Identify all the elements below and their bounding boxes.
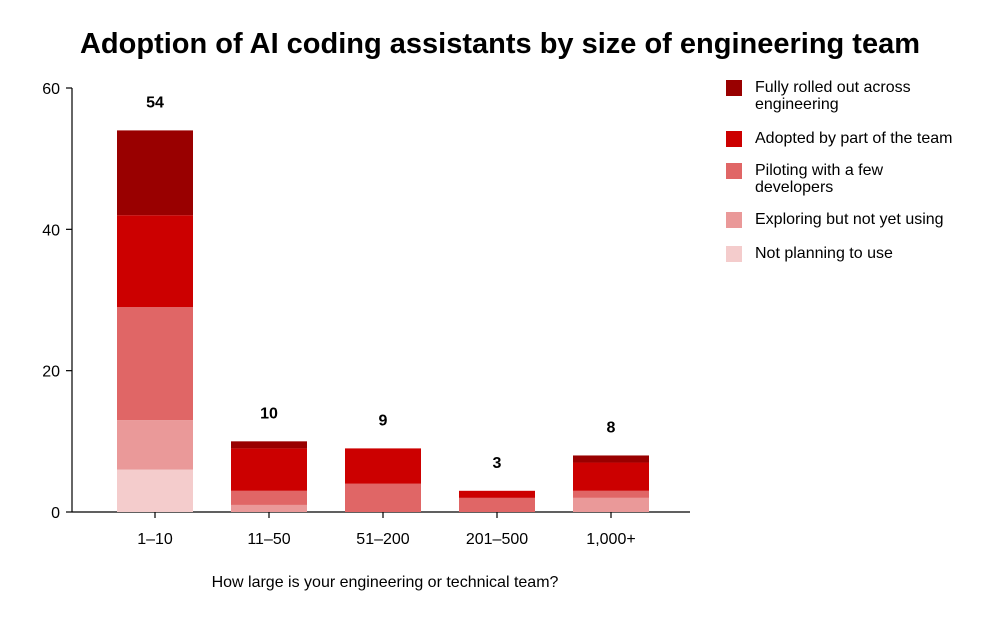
y-tick-label: 40 — [42, 222, 60, 239]
bar-segment — [573, 490, 649, 498]
bar-segment — [117, 420, 193, 470]
legend-label: developers — [755, 179, 833, 196]
legend-label: Piloting with a few — [755, 162, 884, 179]
bar-segment — [345, 448, 421, 484]
legend-swatch — [726, 80, 742, 96]
chart-bars — [117, 130, 649, 512]
legend-item: Not planning to use — [726, 245, 893, 262]
bar-total-label: 54 — [146, 94, 164, 111]
x-tick-label: 201–500 — [466, 531, 528, 548]
legend-swatch — [726, 131, 742, 147]
legend-swatch — [726, 212, 742, 228]
legend-label: Adopted by part of the team — [755, 130, 952, 147]
legend-swatch — [726, 163, 742, 179]
legend-label: Exploring but not yet using — [755, 211, 944, 228]
bar-total-label: 8 — [607, 419, 616, 436]
bar-total-label: 10 — [260, 405, 278, 422]
chart-title: Adoption of AI coding assistants by size… — [80, 28, 920, 60]
legend-swatch — [726, 246, 742, 262]
y-tick-label: 20 — [42, 364, 60, 381]
bar-total-label: 3 — [493, 455, 502, 472]
bar-segment — [573, 497, 649, 512]
chart-labels: 1–10 54 11–50 10 51–200 9 201–500 3 1,000+ 8 — [137, 94, 635, 548]
x-tick-label: 51–200 — [356, 531, 409, 548]
bar-segment — [459, 497, 535, 512]
bar-segment — [117, 130, 193, 216]
x-tick-label: 1,000+ — [586, 531, 635, 548]
bar-segment — [231, 490, 307, 505]
x-tick-label: 1–10 — [137, 531, 173, 548]
bar-segment — [117, 215, 193, 308]
bar-segment — [231, 504, 307, 512]
bar-segment — [117, 307, 193, 421]
legend-item: Adopted by part of the team — [726, 130, 952, 147]
x-axis-title: How large is your engineering or technic… — [212, 574, 559, 591]
legend-label: Not planning to use — [755, 245, 893, 262]
bar-segment — [459, 490, 535, 498]
bar-segment — [345, 483, 421, 512]
bar-segment — [231, 448, 307, 491]
legend-label: engineering — [755, 96, 839, 113]
bar-segment — [573, 455, 649, 463]
legend-label: Fully rolled out across — [755, 79, 911, 96]
bar-segment — [117, 469, 193, 512]
bar-segment — [231, 441, 307, 449]
y-tick-label: 0 — [51, 505, 60, 522]
legend-item: Exploring but not yet using — [726, 211, 944, 228]
y-tick-label: 60 — [42, 81, 60, 98]
bar-segment — [573, 462, 649, 491]
bar-total-label: 9 — [379, 412, 388, 429]
x-tick-label: 11–50 — [247, 531, 290, 548]
